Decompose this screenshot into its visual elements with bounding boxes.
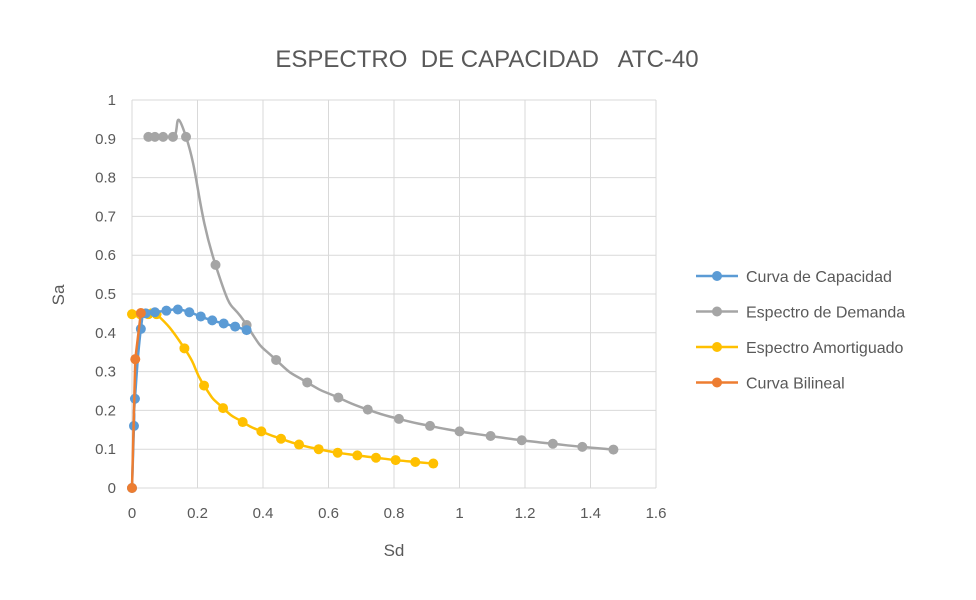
data-point	[256, 426, 267, 437]
y-tick-label: 0.1	[95, 441, 116, 458]
y-tick-labels: 0 0.1 0.2 0.3 0.4 0.5 0.6 0.7 0.8 0.9 1	[95, 92, 116, 497]
x-tick-label: 0.6	[318, 505, 339, 522]
y-tick-label: 0.8	[95, 170, 116, 187]
data-point	[410, 457, 421, 468]
data-point	[485, 431, 496, 442]
data-point	[241, 325, 252, 336]
series-line	[130, 308, 247, 489]
y-tick-label: 0.4	[95, 325, 116, 342]
series-layer	[127, 118, 619, 493]
series-3	[127, 308, 146, 493]
data-point	[218, 403, 229, 414]
x-tick-label: 0.4	[253, 505, 274, 522]
data-point	[149, 131, 160, 142]
x-tick-label: 0	[128, 505, 136, 522]
data-point	[362, 404, 373, 415]
y-tick-label: 0.6	[95, 247, 116, 264]
data-point	[370, 452, 381, 463]
data-point	[302, 377, 313, 388]
data-point	[547, 438, 558, 449]
legend-label: Espectro de Demanda	[746, 305, 905, 322]
data-point	[210, 259, 221, 270]
series-line	[148, 118, 614, 451]
gridlines	[131, 99, 657, 489]
legend-item: Espectro Amortiguado	[696, 340, 904, 357]
data-point	[195, 311, 206, 322]
data-point	[332, 447, 343, 458]
data-point	[158, 131, 169, 142]
data-point	[207, 315, 218, 326]
legend-marker	[712, 377, 722, 388]
legend-item: Espectro de Demanda	[696, 305, 905, 322]
data-point	[127, 483, 137, 493]
series-1	[143, 118, 619, 455]
x-tick-label: 1.4	[580, 505, 601, 522]
data-point	[393, 413, 404, 424]
data-point	[135, 308, 146, 319]
data-point	[516, 435, 527, 446]
x-tick-label: 0.8	[384, 505, 405, 522]
data-point	[313, 444, 324, 455]
legend-item: Curva de Capacidad	[696, 269, 892, 286]
data-point	[230, 321, 241, 332]
y-tick-label: 0	[108, 480, 116, 497]
x-tick-label: 1.6	[646, 505, 667, 522]
data-point	[218, 318, 229, 329]
legend-label: Curva Bilineal	[746, 376, 845, 393]
data-point	[608, 444, 619, 455]
legend-marker	[712, 271, 722, 281]
x-tick-label: 1	[455, 505, 463, 522]
data-point	[149, 307, 160, 318]
data-point	[454, 426, 465, 437]
data-point	[161, 305, 172, 316]
x-tick-label: 0.2	[187, 505, 208, 522]
legend-label: Espectro Amortiguado	[746, 340, 904, 357]
data-point	[184, 307, 195, 318]
y-tick-label: 0.2	[95, 402, 116, 419]
legend-item: Curva Bilineal	[696, 376, 845, 393]
legend-label: Curva de Capacidad	[746, 269, 892, 286]
y-tick-label: 0.7	[95, 208, 116, 225]
x-tick-label: 1.2	[515, 505, 536, 522]
chart-title: ESPECTRO DE CAPACIDAD ATC-40	[275, 46, 698, 73]
data-point	[333, 392, 344, 403]
data-point	[577, 441, 588, 452]
legend-marker	[712, 306, 722, 317]
data-point	[276, 433, 287, 444]
data-point	[271, 354, 282, 365]
data-point	[181, 131, 192, 142]
data-point	[172, 304, 183, 315]
data-point	[294, 439, 305, 450]
data-point	[428, 458, 439, 469]
data-point	[130, 354, 141, 365]
data-point	[237, 417, 248, 428]
data-point	[199, 380, 210, 391]
y-axis-title: Sa	[49, 284, 68, 305]
data-point	[179, 343, 190, 354]
legend: Curva de Capacidad Espectro de Demanda Esp…	[696, 269, 905, 393]
x-axis-title: Sd	[384, 541, 405, 560]
legend-marker	[712, 342, 722, 352]
y-tick-label: 0.5	[95, 286, 116, 303]
y-tick-label: 0.3	[95, 364, 116, 381]
data-point	[352, 450, 363, 461]
data-point	[167, 131, 178, 142]
x-tick-labels: 0 0.2 0.4 0.6 0.8 1 1.2 1.4 1.6	[128, 505, 667, 522]
data-point	[390, 455, 401, 466]
y-tick-label: 1	[108, 92, 116, 109]
data-point	[425, 420, 436, 431]
data-point	[127, 309, 137, 320]
y-tick-label: 0.9	[95, 131, 116, 148]
